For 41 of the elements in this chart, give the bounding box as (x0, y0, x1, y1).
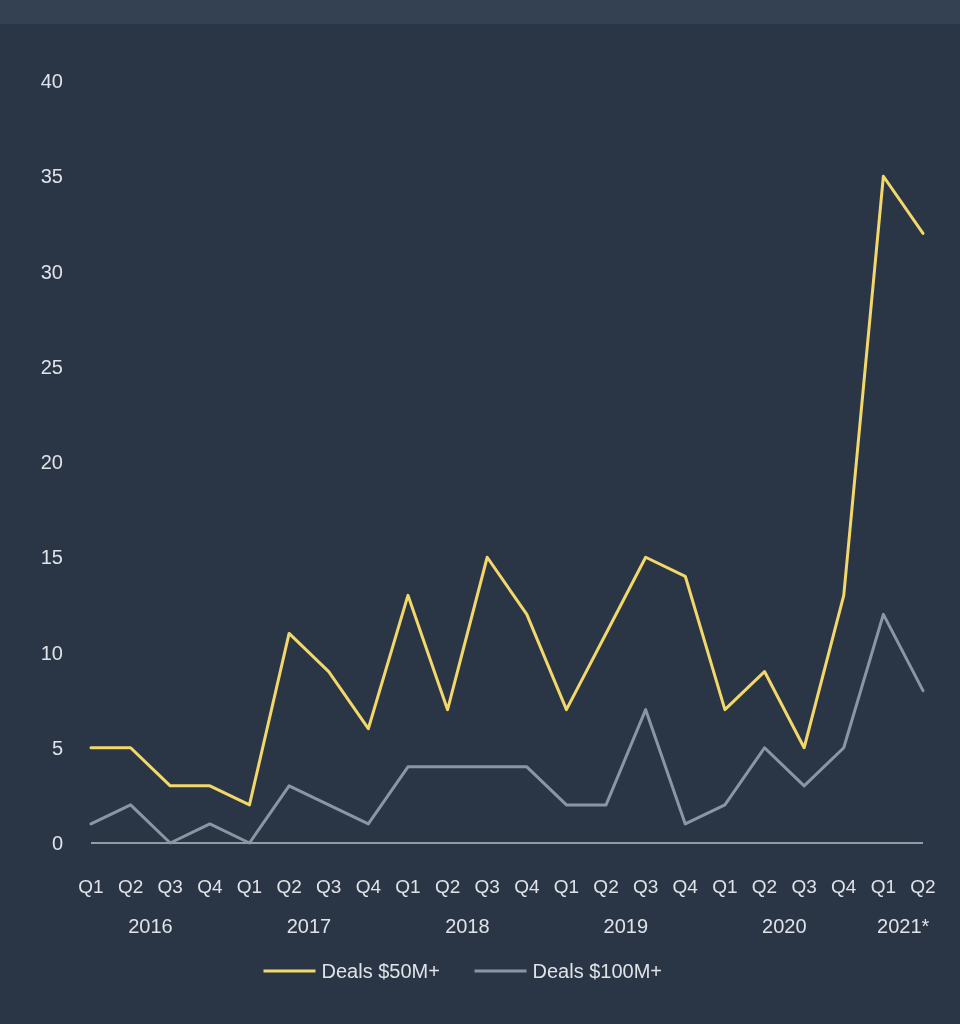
y-tick-label: 30 (40, 260, 63, 283)
x-tick-label: Q1 (395, 876, 421, 897)
x-tick-label: Q4 (514, 876, 540, 897)
x-tick-label: Q4 (197, 876, 223, 897)
legend-label: Deals $50M+ (321, 960, 440, 982)
x-tick-label: Q1 (236, 876, 263, 897)
y-tick-label: 0 (51, 832, 63, 854)
y-tick-label: 15 (40, 546, 63, 569)
x-tick-label: Q2 (434, 876, 461, 897)
x-tick-label: Q3 (474, 876, 500, 897)
x-tick-label: Q1 (553, 876, 580, 897)
y-tick-label: 10 (40, 641, 63, 664)
x-tick-label: Q2 (910, 876, 936, 897)
y-tick-label: 5 (51, 736, 63, 759)
x-tick-label: Q3 (791, 876, 817, 897)
y-tick-label: 35 (40, 165, 63, 188)
y-tick-label: 40 (40, 70, 63, 92)
x-tick-label: Q1 (712, 876, 738, 897)
x-tick-label: Q3 (632, 876, 659, 897)
x-tick-label: Q2 (593, 876, 619, 897)
text: 2021* (877, 915, 930, 937)
text: 2017 (286, 915, 332, 937)
x-tick-label: Q2 (117, 876, 144, 897)
text: 2018 (445, 915, 490, 937)
text: 2019 (603, 915, 649, 937)
line-series (89, 174, 925, 807)
text: 2020 (762, 915, 807, 937)
text: 2016 (128, 915, 173, 937)
x-tick-label: Q1 (870, 876, 897, 897)
x-tick-label: Q1 (78, 876, 104, 897)
line-series (89, 612, 925, 845)
x-tick-label: Q4 (672, 876, 699, 897)
x-tick-label: Q4 (355, 876, 382, 897)
legend-label: Deals $100M+ (532, 960, 663, 982)
y-tick-label: 20 (40, 451, 63, 473)
x-tick-label: Q4 (831, 876, 857, 897)
x-tick-label: Q3 (157, 876, 183, 897)
x-tick-label: Q2 (276, 876, 302, 897)
y-tick-label: 25 (40, 355, 63, 378)
x-tick-label: Q3 (316, 876, 342, 897)
x-tick-label: Q2 (751, 876, 778, 897)
